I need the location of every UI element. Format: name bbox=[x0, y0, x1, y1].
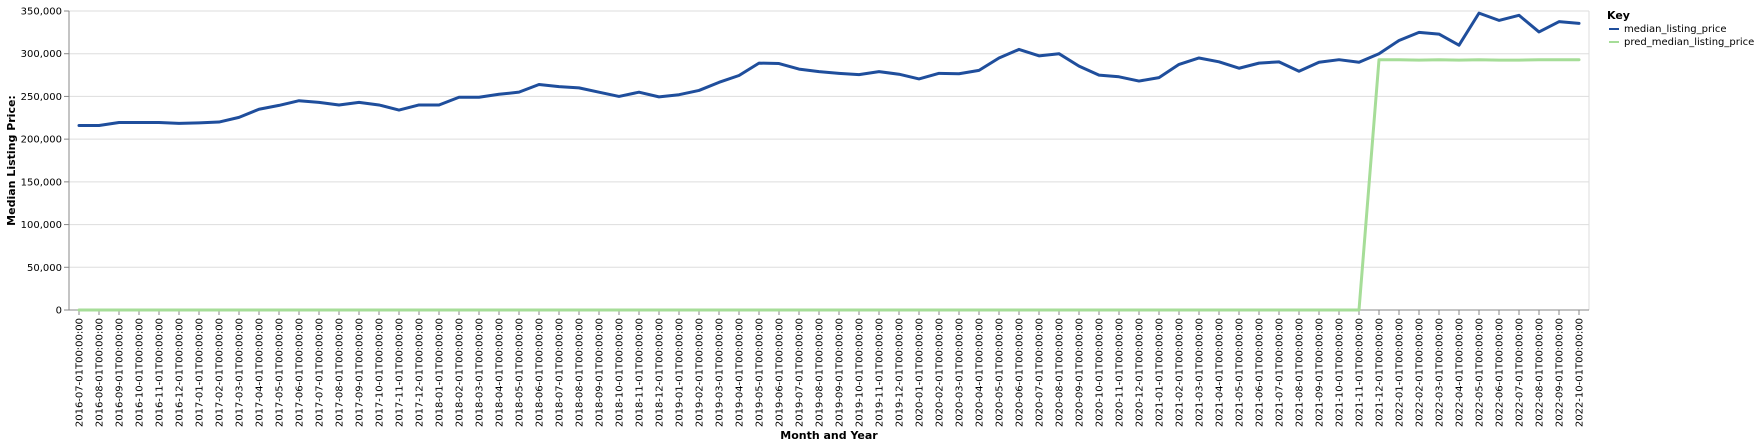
x-tick-label: 2021-06-01T00:00:00 bbox=[1255, 318, 1266, 427]
x-tick-label: 2021-08-01T00:00:00 bbox=[1295, 318, 1306, 427]
y-tick-label: 200,000 bbox=[21, 135, 62, 146]
series-line-median-listing-price bbox=[77, 11, 1581, 127]
y-tick-label: 0 bbox=[56, 306, 62, 317]
x-tick-label: 2017-07-01T00:00:00 bbox=[315, 318, 326, 427]
x-tick-label: 2022-09-01T00:00:00 bbox=[1555, 318, 1566, 427]
x-tick-label: 2018-08-01T00:00:00 bbox=[575, 318, 586, 427]
x-tick-label: 2017-10-01T00:00:00 bbox=[375, 318, 386, 427]
x-tick-label: 2019-06-01T00:00:00 bbox=[775, 318, 786, 427]
series-line-pred-median-listing-price bbox=[77, 58, 1581, 312]
x-tick-label: 2021-01-01T00:00:00 bbox=[1155, 318, 1166, 427]
y-tick-label: 150,000 bbox=[21, 177, 62, 188]
x-tick-label: 2018-04-01T00:00:00 bbox=[495, 318, 506, 427]
y-tick-label: 250,000 bbox=[21, 92, 62, 103]
x-tick-label: 2020-01-01T00:00:00 bbox=[915, 318, 926, 427]
x-tick-label: 2020-03-01T00:00:00 bbox=[955, 318, 966, 427]
x-tick-label: 2020-05-01T00:00:00 bbox=[995, 318, 1006, 427]
x-tick-label: 2019-03-01T00:00:00 bbox=[715, 318, 726, 427]
x-tick-label: 2017-11-01T00:00:00 bbox=[395, 318, 406, 427]
x-tick-label: 2019-02-01T00:00:00 bbox=[695, 318, 706, 427]
x-tick-label: 2017-09-01T00:00:00 bbox=[355, 318, 366, 427]
x-tick-label: 2017-02-01T00:00:00 bbox=[215, 318, 226, 427]
x-tick-label: 2022-06-01T00:00:00 bbox=[1495, 318, 1506, 427]
legend-label: pred_median_listing_price bbox=[1624, 37, 1754, 48]
x-tick-label: 2016-09-01T00:00:00 bbox=[115, 318, 126, 427]
x-tick-label: 2018-02-01T00:00:00 bbox=[455, 318, 466, 427]
legend-title: Key bbox=[1607, 9, 1630, 22]
x-tick-label: 2020-04-01T00:00:00 bbox=[975, 318, 986, 427]
x-tick-label: 2022-03-01T00:00:00 bbox=[1435, 318, 1446, 427]
x-tick-label: 2017-01-01T00:00:00 bbox=[195, 318, 206, 427]
x-tick-label: 2016-11-01T00:00:00 bbox=[155, 318, 166, 427]
y-tick-label: 50,000 bbox=[27, 263, 62, 274]
x-tick-label: 2021-09-01T00:00:00 bbox=[1315, 318, 1326, 427]
x-axis-title: Month and Year bbox=[780, 429, 878, 442]
grid bbox=[69, 10, 1590, 311]
x-tick-label: 2020-12-01T00:00:00 bbox=[1135, 318, 1146, 427]
x-tick-label: 2022-05-01T00:00:00 bbox=[1475, 318, 1486, 427]
x-tick-label: 2021-10-01T00:00:00 bbox=[1335, 318, 1346, 427]
x-tick-label: 2021-04-01T00:00:00 bbox=[1215, 318, 1226, 427]
x-tick-label: 2019-01-01T00:00:00 bbox=[675, 318, 686, 427]
x-tick-label: 2018-11-01T00:00:00 bbox=[635, 318, 646, 427]
x-tick-label: 2017-05-01T00:00:00 bbox=[275, 318, 286, 427]
x-tick-label: 2020-07-01T00:00:00 bbox=[1035, 318, 1046, 427]
x-tick-label: 2019-05-01T00:00:00 bbox=[755, 318, 766, 427]
x-tick-label: 2021-02-01T00:00:00 bbox=[1175, 318, 1186, 427]
x-tick-label: 2018-06-01T00:00:00 bbox=[535, 318, 546, 427]
y-axis-title: Median Listing Price: bbox=[5, 95, 18, 226]
x-tick-label: 2021-12-01T00:00:00 bbox=[1375, 318, 1386, 427]
x-tick-label: 2020-02-01T00:00:00 bbox=[935, 318, 946, 427]
x-tick-label: 2021-07-01T00:00:00 bbox=[1275, 318, 1286, 427]
x-tick-label: 2017-12-01T00:00:00 bbox=[415, 318, 426, 427]
x-tick-label: 2016-10-01T00:00:00 bbox=[135, 318, 146, 427]
x-tick-label: 2021-05-01T00:00:00 bbox=[1235, 318, 1246, 427]
x-tick-label: 2016-07-01T00:00:00 bbox=[75, 318, 86, 427]
x-tick-label: 2019-09-01T00:00:00 bbox=[835, 318, 846, 427]
x-tick-label: 2022-01-01T00:00:00 bbox=[1395, 318, 1406, 427]
x-tick-label: 2022-04-01T00:00:00 bbox=[1455, 318, 1466, 427]
x-tick-label: 2018-09-01T00:00:00 bbox=[595, 318, 606, 427]
x-tick-label: 2022-08-01T00:00:00 bbox=[1535, 318, 1546, 427]
x-tick-label: 2017-03-01T00:00:00 bbox=[235, 318, 246, 427]
x-tick-label: 2022-02-01T00:00:00 bbox=[1415, 318, 1426, 427]
x-tick-label: 2016-12-01T00:00:00 bbox=[175, 318, 186, 427]
x-tick-label: 2017-08-01T00:00:00 bbox=[335, 318, 346, 427]
y-tick-label: 300,000 bbox=[21, 49, 62, 60]
x-tick-label: 2018-05-01T00:00:00 bbox=[515, 318, 526, 427]
legend-label: median_listing_price bbox=[1624, 24, 1727, 35]
axes: 0 50,000 100,000 150,000 200,000 250,000 300,0… bbox=[21, 7, 1589, 427]
x-tick-label: 2019-04-01T00:00:00 bbox=[735, 318, 746, 427]
x-tick-label: 2020-09-01T00:00:00 bbox=[1075, 318, 1086, 427]
y-tick-label: 100,000 bbox=[21, 220, 62, 231]
x-tick-label: 2019-12-01T00:00:00 bbox=[895, 318, 906, 427]
x-tick-label: 2021-03-01T00:00:00 bbox=[1195, 318, 1206, 427]
x-tick-label: 2018-01-01T00:00:00 bbox=[435, 318, 446, 427]
series-lines bbox=[77, 11, 1581, 312]
x-tick-label: 2019-07-01T00:00:00 bbox=[795, 318, 806, 427]
x-tick-label: 2018-10-01T00:00:00 bbox=[615, 318, 626, 427]
legend: Key median_listing_price pred_median_list… bbox=[1607, 9, 1754, 48]
x-tick-label: 2018-03-01T00:00:00 bbox=[475, 318, 486, 427]
x-tick-label: 2020-08-01T00:00:00 bbox=[1055, 318, 1066, 427]
y-tick-label: 350,000 bbox=[21, 7, 62, 18]
x-tick-label: 2019-11-01T00:00:00 bbox=[875, 318, 886, 427]
x-tick-label: 2019-10-01T00:00:00 bbox=[855, 318, 866, 427]
x-tick-label: 2019-08-01T00:00:00 bbox=[815, 318, 826, 427]
x-tick-label: 2020-06-01T00:00:00 bbox=[1015, 318, 1026, 427]
x-tick-label: 2017-06-01T00:00:00 bbox=[295, 318, 306, 427]
x-tick-label: 2018-07-01T00:00:00 bbox=[555, 318, 566, 427]
x-tick-label: 2020-10-01T00:00:00 bbox=[1095, 318, 1106, 427]
x-tick-label: 2022-10-01T00:00:00 bbox=[1575, 318, 1586, 427]
x-tick-label: 2016-08-01T00:00:00 bbox=[95, 318, 106, 427]
x-tick-label: 2017-04-01T00:00:00 bbox=[255, 318, 266, 427]
x-tick-label: 2018-12-01T00:00:00 bbox=[655, 318, 666, 427]
x-tick-label: 2021-11-01T00:00:00 bbox=[1355, 318, 1366, 427]
x-tick-label: 2020-11-01T00:00:00 bbox=[1115, 318, 1126, 427]
x-tick-label: 2022-07-01T00:00:00 bbox=[1515, 318, 1526, 427]
